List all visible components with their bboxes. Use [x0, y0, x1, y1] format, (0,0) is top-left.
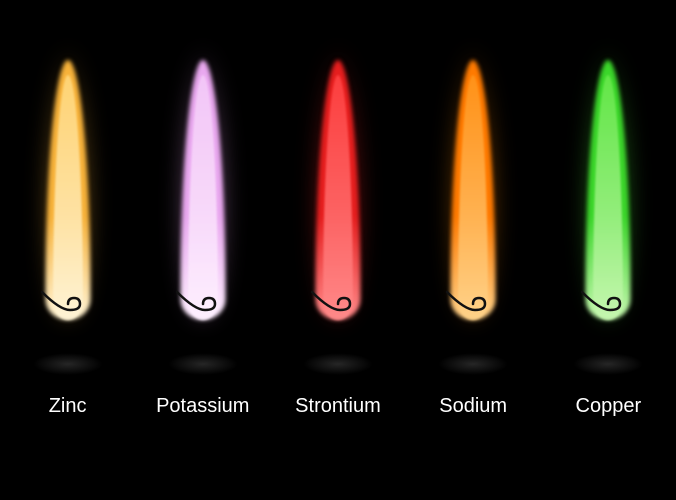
label-row: Zinc Potassium Strontium Sodium Copper [0, 395, 676, 418]
flame-label-zinc: Zinc [8, 395, 128, 418]
flame-label-copper: Copper [548, 395, 668, 418]
flame-sodium [413, 55, 533, 365]
flame-potassium [143, 55, 263, 365]
flame-graphic [45, 55, 90, 320]
base-glow [168, 353, 238, 375]
flame-row [0, 55, 676, 365]
flame-graphic [451, 55, 496, 320]
base-glow [303, 353, 373, 375]
base-glow [438, 353, 508, 375]
flame-label-strontium: Strontium [278, 395, 398, 418]
flame-test-diagram: Zinc Potassium Strontium Sodium Copper [0, 0, 676, 500]
flame-graphic [180, 55, 225, 320]
flame-graphic [586, 55, 631, 320]
flame-label-potassium: Potassium [143, 395, 263, 418]
base-glow [33, 353, 103, 375]
flame-strontium [278, 55, 398, 365]
flame-copper [548, 55, 668, 365]
base-glow [573, 353, 643, 375]
flame-graphic [315, 55, 360, 320]
flame-label-sodium: Sodium [413, 395, 533, 418]
flame-zinc [8, 55, 128, 365]
